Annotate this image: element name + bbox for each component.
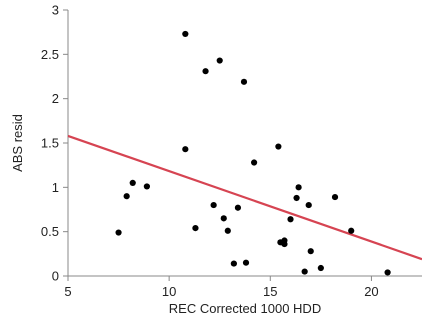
data-point — [384, 269, 391, 276]
data-point — [220, 215, 227, 222]
data-point — [251, 159, 258, 166]
data-point — [129, 179, 136, 186]
data-point — [182, 30, 189, 38]
x-tick-label: 20 — [364, 284, 378, 299]
x-tick-label: 15 — [263, 284, 277, 299]
y-axis-ticks: 0 0.5 1 1.5 2 2.5 3 — [41, 3, 68, 284]
data-points — [115, 30, 391, 276]
data-point — [216, 57, 223, 64]
y-tick-label: 0.5 — [41, 224, 59, 239]
y-tick-label: 1 — [52, 180, 59, 195]
data-point — [287, 216, 294, 223]
data-point — [192, 225, 199, 232]
y-axis-title: ABS resid — [10, 114, 25, 172]
data-point — [305, 201, 312, 209]
data-point — [230, 260, 237, 267]
data-point — [331, 193, 339, 201]
y-tick-label: 0 — [52, 269, 59, 284]
data-point — [182, 146, 189, 153]
data-point — [275, 143, 282, 150]
data-point — [281, 240, 288, 248]
data-point — [301, 268, 308, 275]
data-point — [143, 183, 150, 190]
x-tick-label: 10 — [162, 284, 176, 299]
data-point — [210, 201, 217, 209]
data-point — [224, 227, 231, 234]
y-tick-label: 2 — [52, 91, 59, 106]
data-point — [348, 227, 355, 234]
plot-frame — [67, 10, 422, 277]
data-point — [242, 259, 250, 266]
data-point — [240, 78, 248, 85]
data-point — [115, 229, 122, 236]
data-point — [202, 68, 209, 75]
data-point — [293, 194, 300, 202]
x-tick-label: 5 — [64, 284, 71, 299]
y-tick-label: 3 — [52, 3, 59, 18]
data-point — [295, 184, 302, 191]
x-axis-ticks: 5 10 15 20 — [64, 276, 379, 299]
y-tick-label: 1.5 — [41, 136, 59, 151]
x-axis-title: REC Corrected 1000 HDD — [169, 301, 321, 316]
y-tick-label: 2.5 — [41, 47, 59, 62]
data-point — [123, 193, 130, 200]
data-point — [317, 264, 324, 272]
data-point — [234, 204, 242, 211]
data-point — [307, 248, 314, 255]
regression-line — [67, 134, 422, 261]
